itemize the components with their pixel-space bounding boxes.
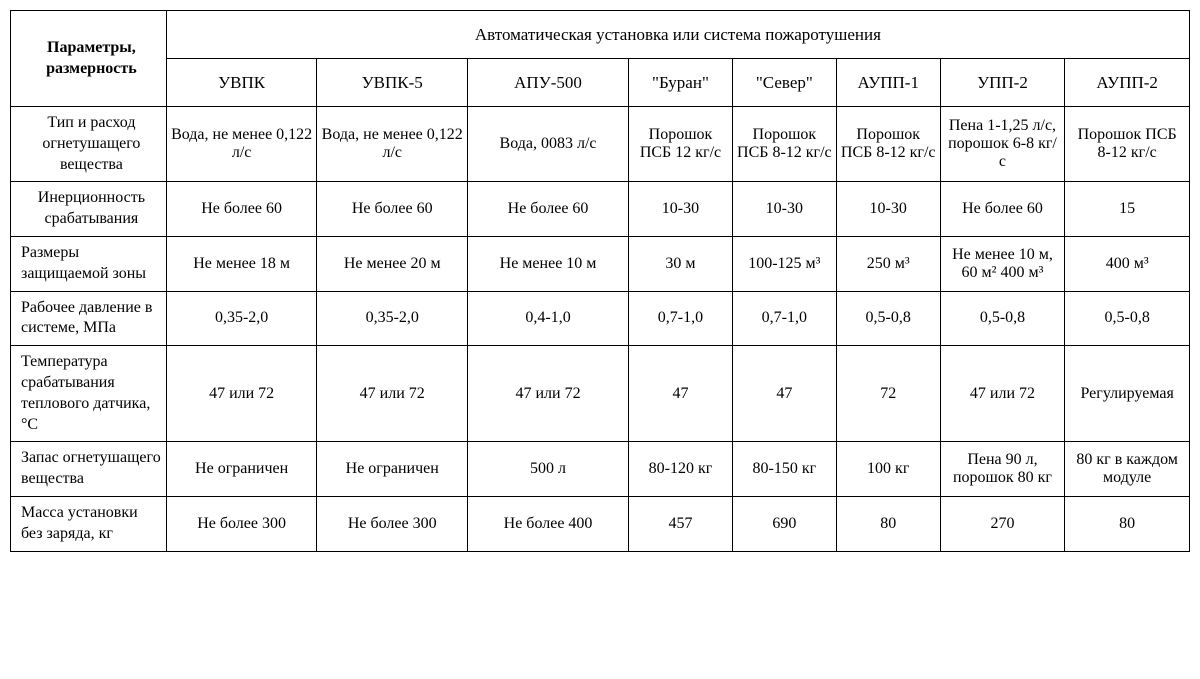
cell-buran: 457 [629, 496, 733, 551]
group-header-text: Автоматическая установка или система пож… [475, 25, 881, 44]
cell-buran: 30 м [629, 236, 733, 291]
cell-upp2: Пена 1-1,25 л/с, порошок 6-8 кг/с [940, 107, 1065, 182]
cell-upp2: 270 [940, 496, 1065, 551]
cell-aupp2: 15 [1065, 182, 1190, 237]
cell-upp2: Пена 90 л, порошок 80 кг [940, 442, 1065, 497]
table-row: Тип и расход огнетушащего веществаВода, … [11, 107, 1190, 182]
cell-aupp1: 250 м³ [836, 236, 940, 291]
cell-uvpk: Не более 60 [166, 182, 317, 237]
table-header: Параметры, размерность Автоматическая ус… [11, 11, 1190, 107]
cell-aupp1: 0,5-0,8 [836, 291, 940, 346]
param-label: Размеры защищаемой зоны [21, 243, 162, 285]
table-row: Размеры защищаемой зоныНе менее 18 мНе м… [11, 236, 1190, 291]
param-cell: Размеры защищаемой зоны [11, 236, 167, 291]
table-row: Масса установки без заряда, кгНе более 3… [11, 496, 1190, 551]
cell-apu500: 500 л [468, 442, 629, 497]
cell-buran: 80-120 кг [629, 442, 733, 497]
cell-aupp2: 80 [1065, 496, 1190, 551]
cell-aupp1: 10-30 [836, 182, 940, 237]
cell-uvpk: Не менее 18 м [166, 236, 317, 291]
cell-sever: 0,7-1,0 [732, 291, 836, 346]
table-row: Температура срабатывания теплового датчи… [11, 346, 1190, 442]
param-label: Рабочее давление в системе, МПа [21, 298, 162, 340]
cell-aupp1: 72 [836, 346, 940, 442]
cell-uvpk5: Вода, не менее 0,122 л/с [317, 107, 468, 182]
cell-uvpk: 0,35-2,0 [166, 291, 317, 346]
cell-sever: 690 [732, 496, 836, 551]
cell-aupp2: 80 кг в каждом модуле [1065, 442, 1190, 497]
cell-upp2: 47 или 72 [940, 346, 1065, 442]
column-headers-row: УВПК УВПК-5 АПУ-500 "Буран" "Север" АУПП… [11, 59, 1190, 107]
cell-buran: 0,7-1,0 [629, 291, 733, 346]
cell-buran: Порошок ПСБ 12 кг/с [629, 107, 733, 182]
param-label: Инерционность срабатывания [21, 188, 162, 230]
cell-aupp2: 0,5-0,8 [1065, 291, 1190, 346]
cell-apu500: 0,4-1,0 [468, 291, 629, 346]
cell-buran: 10-30 [629, 182, 733, 237]
table-row: Запас огнетушащего веществаНе ограниченН… [11, 442, 1190, 497]
cell-buran: 47 [629, 346, 733, 442]
cell-apu500: Вода, 0083 л/с [468, 107, 629, 182]
cell-uvpk5: Не более 300 [317, 496, 468, 551]
cell-aupp2: Порошок ПСБ 8-12 кг/с [1065, 107, 1190, 182]
col-header-aupp2: АУПП-2 [1065, 59, 1190, 107]
cell-uvpk: Вода, не менее 0,122 л/с [166, 107, 317, 182]
param-cell: Инерционность срабатывания [11, 182, 167, 237]
col-header-aupp1: АУПП-1 [836, 59, 940, 107]
param-label: Запас огнетушащего вещества [21, 448, 162, 490]
cell-uvpk5: Не менее 20 м [317, 236, 468, 291]
cell-aupp1: Порошок ПСБ 8-12 кг/с [836, 107, 940, 182]
group-header: Автоматическая установка или система пож… [166, 11, 1189, 59]
param-header-text: Параметры, размерность [46, 39, 137, 77]
cell-uvpk5: 0,35-2,0 [317, 291, 468, 346]
cell-uvpk: Не ограничен [166, 442, 317, 497]
cell-aupp1: 100 кг [836, 442, 940, 497]
cell-apu500: 47 или 72 [468, 346, 629, 442]
param-cell: Тип и расход огнетушащего вещества [11, 107, 167, 182]
cell-aupp2: 400 м³ [1065, 236, 1190, 291]
table-row: Рабочее давление в системе, МПа0,35-2,00… [11, 291, 1190, 346]
col-header-sever: "Север" [732, 59, 836, 107]
cell-uvpk: 47 или 72 [166, 346, 317, 442]
cell-uvpk5: Не ограничен [317, 442, 468, 497]
cell-apu500: Не более 400 [468, 496, 629, 551]
cell-sever: 47 [732, 346, 836, 442]
cell-aupp2: Регулируемая [1065, 346, 1190, 442]
cell-apu500: Не более 60 [468, 182, 629, 237]
cell-sever: 80-150 кг [732, 442, 836, 497]
cell-uvpk5: Не более 60 [317, 182, 468, 237]
param-label: Масса установки без заряда, кг [21, 503, 162, 545]
table-body: Тип и расход огнетушащего веществаВода, … [11, 107, 1190, 552]
param-cell: Запас огнетушащего вещества [11, 442, 167, 497]
param-label: Температура срабатывания теплового датчи… [21, 352, 162, 435]
cell-sever: 100-125 м³ [732, 236, 836, 291]
cell-aupp1: 80 [836, 496, 940, 551]
table-row: Инерционность срабатыванияНе более 60Не … [11, 182, 1190, 237]
cell-upp2: Не более 60 [940, 182, 1065, 237]
cell-upp2: 0,5-0,8 [940, 291, 1065, 346]
cell-uvpk5: 47 или 72 [317, 346, 468, 442]
param-cell: Рабочее давление в системе, МПа [11, 291, 167, 346]
col-header-uvpk: УВПК [166, 59, 317, 107]
param-cell: Температура срабатывания теплового датчи… [11, 346, 167, 442]
cell-sever: 10-30 [732, 182, 836, 237]
param-label: Тип и расход огнетушащего вещества [21, 113, 162, 175]
cell-upp2: Не менее 10 м, 60 м² 400 м³ [940, 236, 1065, 291]
param-cell: Масса установки без заряда, кг [11, 496, 167, 551]
col-header-apu500: АПУ-500 [468, 59, 629, 107]
param-header: Параметры, размерность [11, 11, 167, 107]
cell-sever: Порошок ПСБ 8-12 кг/с [732, 107, 836, 182]
col-header-uvpk5: УВПК-5 [317, 59, 468, 107]
col-header-upp2: УПП-2 [940, 59, 1065, 107]
fire-systems-table: Параметры, размерность Автоматическая ус… [10, 10, 1190, 552]
col-header-buran: "Буран" [629, 59, 733, 107]
cell-uvpk: Не более 300 [166, 496, 317, 551]
cell-apu500: Не менее 10 м [468, 236, 629, 291]
